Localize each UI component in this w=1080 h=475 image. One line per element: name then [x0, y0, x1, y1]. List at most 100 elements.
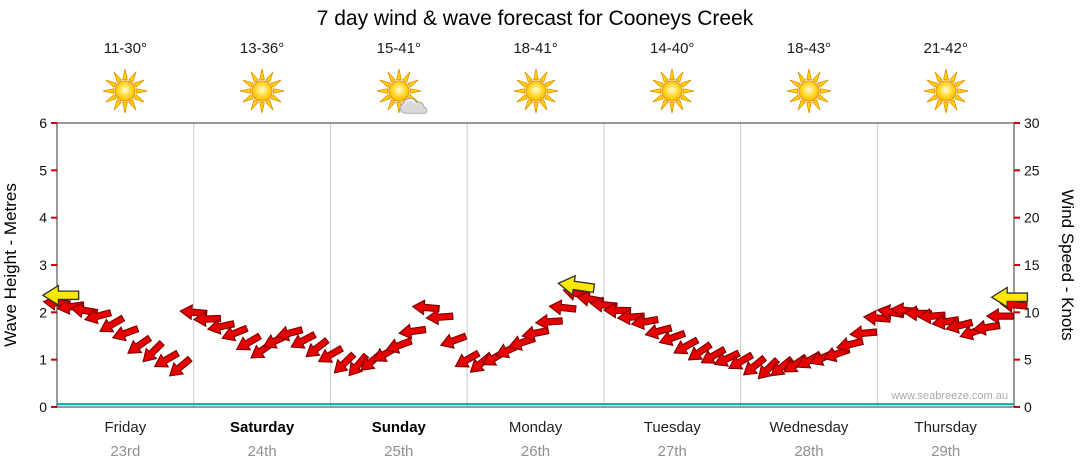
highlight-wind-arrow — [990, 286, 1029, 309]
wind-arrow — [454, 349, 481, 368]
wind-arrow — [931, 313, 960, 331]
wind-arrow — [616, 309, 645, 326]
left-axis-tick-label: 1 — [39, 352, 47, 368]
wind-arrow — [69, 302, 99, 319]
day-date: 26th — [520, 443, 551, 460]
day-temp-range: 18-43° — [786, 40, 832, 57]
wind-arrow — [890, 302, 919, 319]
wind-arrow — [644, 323, 673, 340]
sun-icon — [648, 67, 696, 115]
day-header: 11-30° — [57, 40, 194, 120]
sun-icon — [238, 67, 286, 115]
wind-arrow — [862, 309, 892, 327]
wind-arrow — [770, 355, 795, 377]
day-header: 13-36° — [194, 40, 331, 120]
day-name: Saturday — [229, 419, 295, 436]
wind-arrow — [687, 341, 713, 361]
wind-arrow — [142, 339, 165, 363]
right-axis-tick-label: 25 — [1024, 162, 1040, 178]
wind-arrow — [305, 337, 330, 358]
sun-cloud-icon — [375, 67, 428, 115]
day-date: 24th — [247, 443, 277, 460]
day-name: Sunday — [371, 419, 426, 436]
page-title: 7 day wind & wave forecast for Cooneys C… — [316, 7, 754, 30]
sun-icon — [101, 67, 149, 115]
right-axis-tick-label: 10 — [1024, 304, 1040, 320]
wind-arrow — [250, 339, 276, 359]
wind-arrow — [757, 356, 781, 380]
wind-arrow — [876, 303, 905, 321]
wind-arrow — [372, 344, 399, 362]
wind-arrow — [290, 331, 317, 349]
day-header: 15-41° — [330, 40, 467, 120]
left-axis-tick-label: 3 — [39, 257, 47, 273]
wind-arrow — [481, 347, 509, 366]
wind-arrow — [796, 350, 823, 369]
wind-arrow — [849, 325, 878, 342]
wind-arrow — [262, 331, 290, 349]
wind-arrow — [192, 310, 222, 328]
wind-arrow — [602, 302, 632, 319]
day-date: 23rd — [110, 443, 141, 460]
wind-arrow — [411, 299, 440, 316]
day-header: 21-42° — [877, 40, 1014, 120]
day-name: Tuesday — [643, 419, 701, 436]
left-axis-tick-label: 6 — [39, 115, 47, 131]
wind-arrow — [589, 296, 618, 313]
day-temp-range: 21-42° — [923, 40, 968, 57]
wind-arrow — [168, 355, 193, 377]
wind-arrow — [534, 313, 563, 331]
wind-arrow — [999, 296, 1028, 313]
day-temp-range: 13-36° — [239, 40, 285, 57]
wind-arrow — [728, 351, 755, 370]
wind-arrow — [959, 324, 988, 341]
day-temp-range: 14-40° — [650, 40, 695, 57]
day-date: 27th — [657, 443, 687, 460]
left-axis-tick-label: 0 — [39, 399, 47, 415]
wind-arrow — [179, 304, 208, 321]
wind-arrow — [972, 319, 1001, 336]
right-axis-tick-label: 30 — [1024, 115, 1040, 131]
wind-arrow — [713, 349, 741, 367]
wind-arrow — [111, 325, 140, 342]
wind-arrow — [99, 314, 126, 333]
day-date: 25th — [384, 443, 414, 460]
wind-arrow — [548, 299, 577, 316]
wind-arrow — [469, 351, 494, 373]
wind-arrow — [127, 334, 153, 354]
wind-arrow — [206, 318, 236, 335]
day-temp-range: 15-41° — [376, 40, 421, 57]
wind-arrow — [658, 329, 687, 347]
wind-arrow — [439, 332, 468, 349]
wind-arrow — [360, 350, 385, 371]
wind-arrow — [700, 345, 727, 364]
left-axis-title: Wave Height - Metres — [1, 183, 20, 347]
wind-arrow — [985, 307, 1014, 325]
wind-arrow — [385, 337, 413, 354]
day-header: 18-43° — [741, 40, 878, 120]
left-axis-tick-label: 4 — [39, 210, 47, 226]
wind-arrow — [425, 309, 454, 326]
day-names-row: Friday Saturday Sunday Monday Tuesday We… — [57, 419, 1014, 436]
wind-arrow — [742, 354, 768, 376]
temps-row: 11-30° 13-36° 15-41° 18-41° 14-40° — [57, 40, 1014, 120]
wind-arrow — [333, 351, 357, 374]
plot-border — [56, 122, 1015, 408]
day-date: 29th — [931, 443, 961, 460]
wind-arrow — [153, 349, 180, 368]
wind-arrow — [783, 353, 809, 373]
wind-arrow — [809, 348, 837, 366]
wind-arrow — [673, 336, 700, 355]
wind-arrow — [398, 323, 427, 340]
day-date: 28th — [794, 443, 824, 460]
day-dates-row: 23rd 24th 25th 26th 27th 28th 29th — [57, 443, 1014, 460]
wind-arrow — [221, 324, 249, 342]
wind-arrow — [42, 294, 71, 311]
highlight-wind-arrow — [557, 274, 596, 297]
sun-icon — [512, 67, 560, 115]
wind-arrow — [235, 332, 262, 351]
day-header: 18-41° — [467, 40, 604, 120]
right-axis-title: Wind Speed - Knots — [1058, 189, 1077, 340]
wind-arrow — [521, 325, 550, 342]
